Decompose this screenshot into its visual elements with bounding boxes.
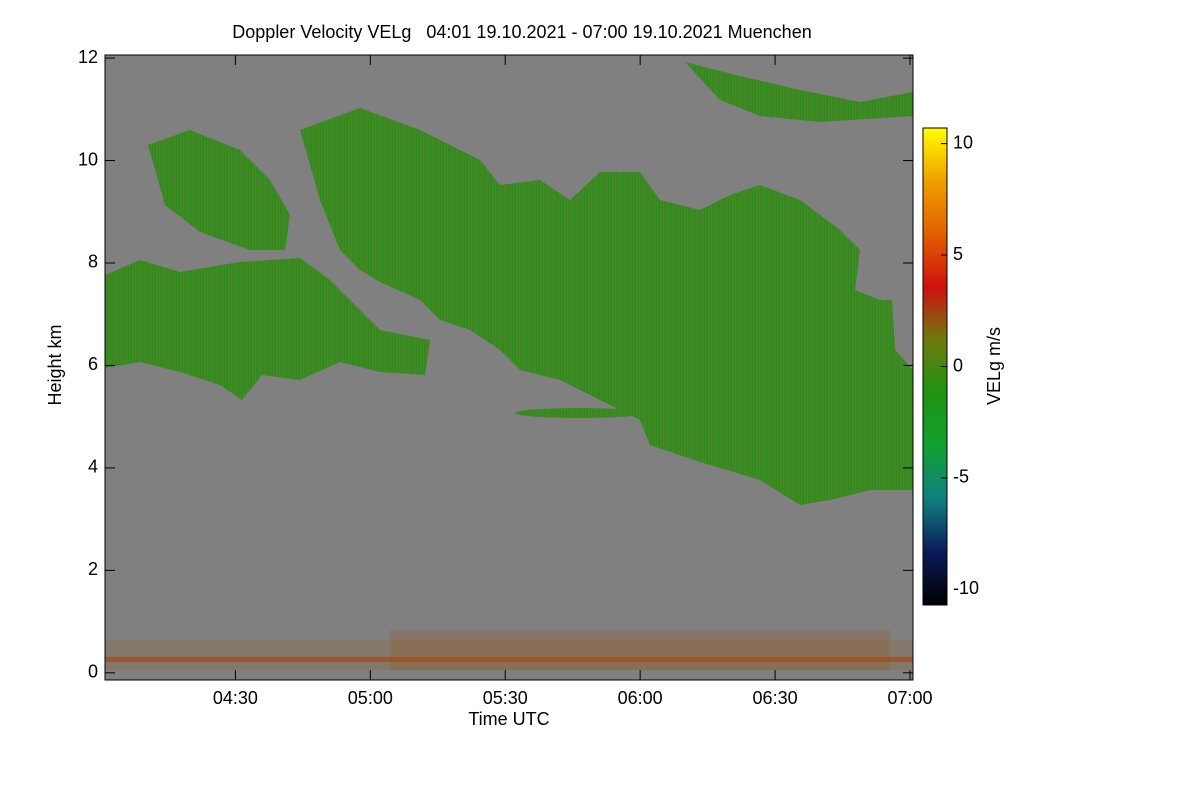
colorbar-label: VELg m/s — [984, 327, 1004, 405]
x-tick-label: 06:00 — [618, 688, 663, 708]
y-tick-label: 8 — [88, 252, 98, 272]
ground-clutter — [105, 640, 913, 670]
colorbar-tick-label: 5 — [953, 244, 963, 264]
cloud — [515, 408, 645, 418]
x-axis-label: Time UTC — [468, 709, 549, 729]
cloud — [685, 62, 913, 122]
chart-title: Doppler Velocity VELg 04:01 19.10.2021 -… — [232, 22, 811, 42]
cloud — [148, 130, 290, 250]
y-tick-label: 6 — [88, 354, 98, 374]
y-tick-label: 2 — [88, 559, 98, 579]
y-tick-label: 0 — [88, 662, 98, 682]
cloud — [300, 108, 913, 505]
echo-layer — [105, 62, 913, 670]
y-tick-label: 4 — [88, 457, 98, 477]
y-tick-label: 12 — [78, 47, 98, 67]
plot-frame — [104, 54, 914, 681]
x-tick-label: 07:00 — [887, 688, 932, 708]
colorbar-tick-label: 0 — [953, 355, 963, 375]
y-axis-label: Height km — [45, 324, 65, 405]
cloud — [105, 258, 430, 400]
colorbar-tick-label: 10 — [953, 132, 973, 152]
x-tick-label: 05:30 — [483, 688, 528, 708]
colorbar-tick-label: -10 — [953, 578, 979, 598]
x-tick-label: 06:30 — [753, 688, 798, 708]
x-tick-label: 04:30 — [213, 688, 258, 708]
colorbar-tick-label: -5 — [953, 467, 969, 487]
y-tick-label: 10 — [78, 149, 98, 169]
ground-clutter — [390, 630, 890, 670]
x-tick-label: 05:00 — [348, 688, 393, 708]
ground-clutter — [105, 657, 913, 662]
